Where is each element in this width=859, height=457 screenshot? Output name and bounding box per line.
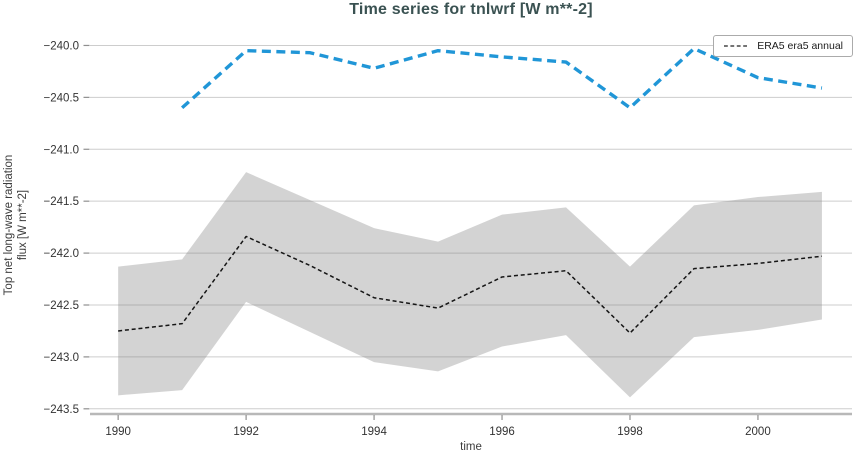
- y-tick-label: −243.0: [44, 352, 80, 364]
- y-axis-label-line2: flux [W m**-2]: [17, 189, 29, 261]
- uncertainty-band: [118, 172, 822, 398]
- x-tick-label: 2000: [745, 426, 771, 438]
- y-axis-label-line1: Top net long-wave radiation: [3, 154, 15, 296]
- x-tick-label: 1994: [361, 426, 387, 438]
- y-tick-label: −240.0: [44, 40, 80, 52]
- y-tick-label: −242.5: [44, 300, 80, 312]
- era5-annual-line: [118, 235, 823, 334]
- blue-dashed-line: [180, 46, 823, 110]
- y-axis-label: Top net long-wave radiation flux [W m**-…: [2, 135, 32, 315]
- x-tick-label: 1992: [233, 426, 259, 438]
- x-tick-label: 1996: [489, 426, 515, 438]
- legend-label: ERA5 era5 annual: [757, 40, 843, 52]
- y-tick-label: −241.5: [44, 196, 80, 208]
- chart-title: Time series for tnlwrf [W m**-2]: [349, 1, 593, 18]
- x-axis-label: time: [460, 441, 482, 453]
- x-tick-label: 1990: [105, 426, 131, 438]
- x-tick-label: 1998: [617, 426, 643, 438]
- y-tick-label: −243.5: [44, 404, 80, 416]
- y-tick-label: −240.5: [44, 92, 80, 104]
- legend-dashed-line-icon: [724, 45, 749, 47]
- y-tick-label: −242.0: [44, 248, 80, 260]
- y-tick-label: −241.0: [44, 144, 80, 156]
- legend: ERA5 era5 annual: [713, 35, 853, 57]
